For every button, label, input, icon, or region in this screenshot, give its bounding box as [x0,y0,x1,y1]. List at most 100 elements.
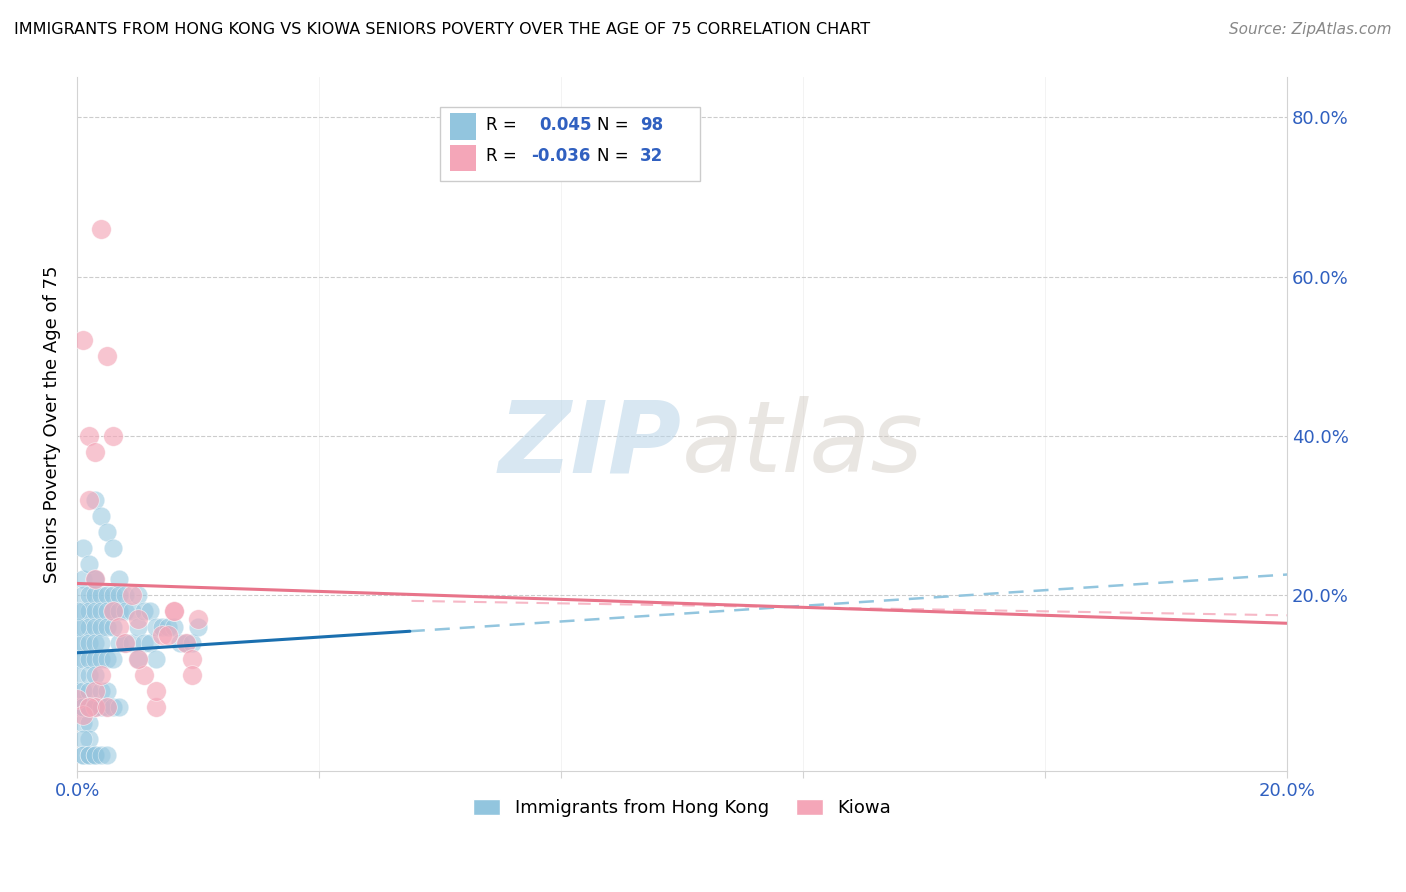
Legend: Immigrants from Hong Kong, Kiowa: Immigrants from Hong Kong, Kiowa [465,791,898,824]
Point [66,684,89,698]
Point [90,747,112,762]
FancyBboxPatch shape [450,145,477,171]
Point [72,604,94,618]
FancyBboxPatch shape [450,113,477,140]
Point [77,604,100,618]
Point [90,700,112,714]
Point [77,700,100,714]
Point [72,700,94,714]
Point [181,636,204,650]
Point [150,628,173,642]
Point [77,668,100,682]
Point [72,715,94,730]
Text: Source: ZipAtlas.com: Source: ZipAtlas.com [1229,22,1392,37]
Point [132,604,155,618]
Point [103,588,125,602]
Point [77,700,100,714]
Point [138,636,160,650]
Point [174,636,197,650]
Point [84,700,107,714]
Point [90,222,112,236]
Point [121,604,143,618]
Point [77,492,100,507]
Point [96,684,118,698]
Point [84,604,107,618]
Point [66,636,89,650]
Point [121,636,143,650]
Point [66,652,89,666]
Point [145,700,167,714]
Point [96,700,118,714]
Point [90,636,112,650]
Point [138,604,160,618]
FancyBboxPatch shape [440,106,700,181]
Text: 0.045: 0.045 [540,116,592,135]
Point [156,620,179,634]
Point [96,349,118,363]
Point [72,541,94,555]
Point [72,731,94,746]
Point [84,620,107,634]
Point [77,700,100,714]
Text: 98: 98 [640,116,662,135]
Point [96,604,118,618]
Text: ZIP: ZIP [499,396,682,493]
Point [90,620,112,634]
Point [181,668,204,682]
Point [72,684,94,698]
Point [84,700,107,714]
Point [72,747,94,762]
Point [108,700,131,714]
Point [121,588,143,602]
Text: -0.036: -0.036 [531,147,591,165]
Point [84,668,107,682]
Point [114,604,136,618]
Point [66,668,89,682]
Point [96,700,118,714]
Point [169,636,191,650]
Point [103,604,125,618]
Point [127,652,149,666]
Point [103,620,125,634]
Point [72,636,94,650]
Point [108,636,131,650]
Text: N =: N = [598,147,634,165]
Point [77,747,100,762]
Point [90,604,112,618]
Point [84,573,107,587]
Point [96,747,118,762]
Point [77,700,100,714]
Point [84,573,107,587]
Point [145,620,167,634]
Text: R =: R = [486,116,522,135]
Point [77,747,100,762]
Point [72,334,94,348]
Point [103,700,125,714]
Point [96,524,118,539]
Point [84,747,107,762]
Point [77,588,100,602]
Text: atlas: atlas [682,396,924,493]
Point [77,429,100,443]
Text: R =: R = [486,147,522,165]
Point [108,604,131,618]
Point [66,604,89,618]
Point [77,684,100,698]
Point [77,715,100,730]
Point [114,636,136,650]
Point [72,747,94,762]
Point [108,588,131,602]
Point [66,692,89,706]
Point [156,628,179,642]
Point [127,588,149,602]
Point [187,620,209,634]
Point [127,652,149,666]
Point [145,652,167,666]
Point [90,652,112,666]
Point [174,636,197,650]
Point [84,445,107,459]
Point [163,604,186,618]
Point [84,492,107,507]
Point [72,620,94,634]
Point [84,747,107,762]
